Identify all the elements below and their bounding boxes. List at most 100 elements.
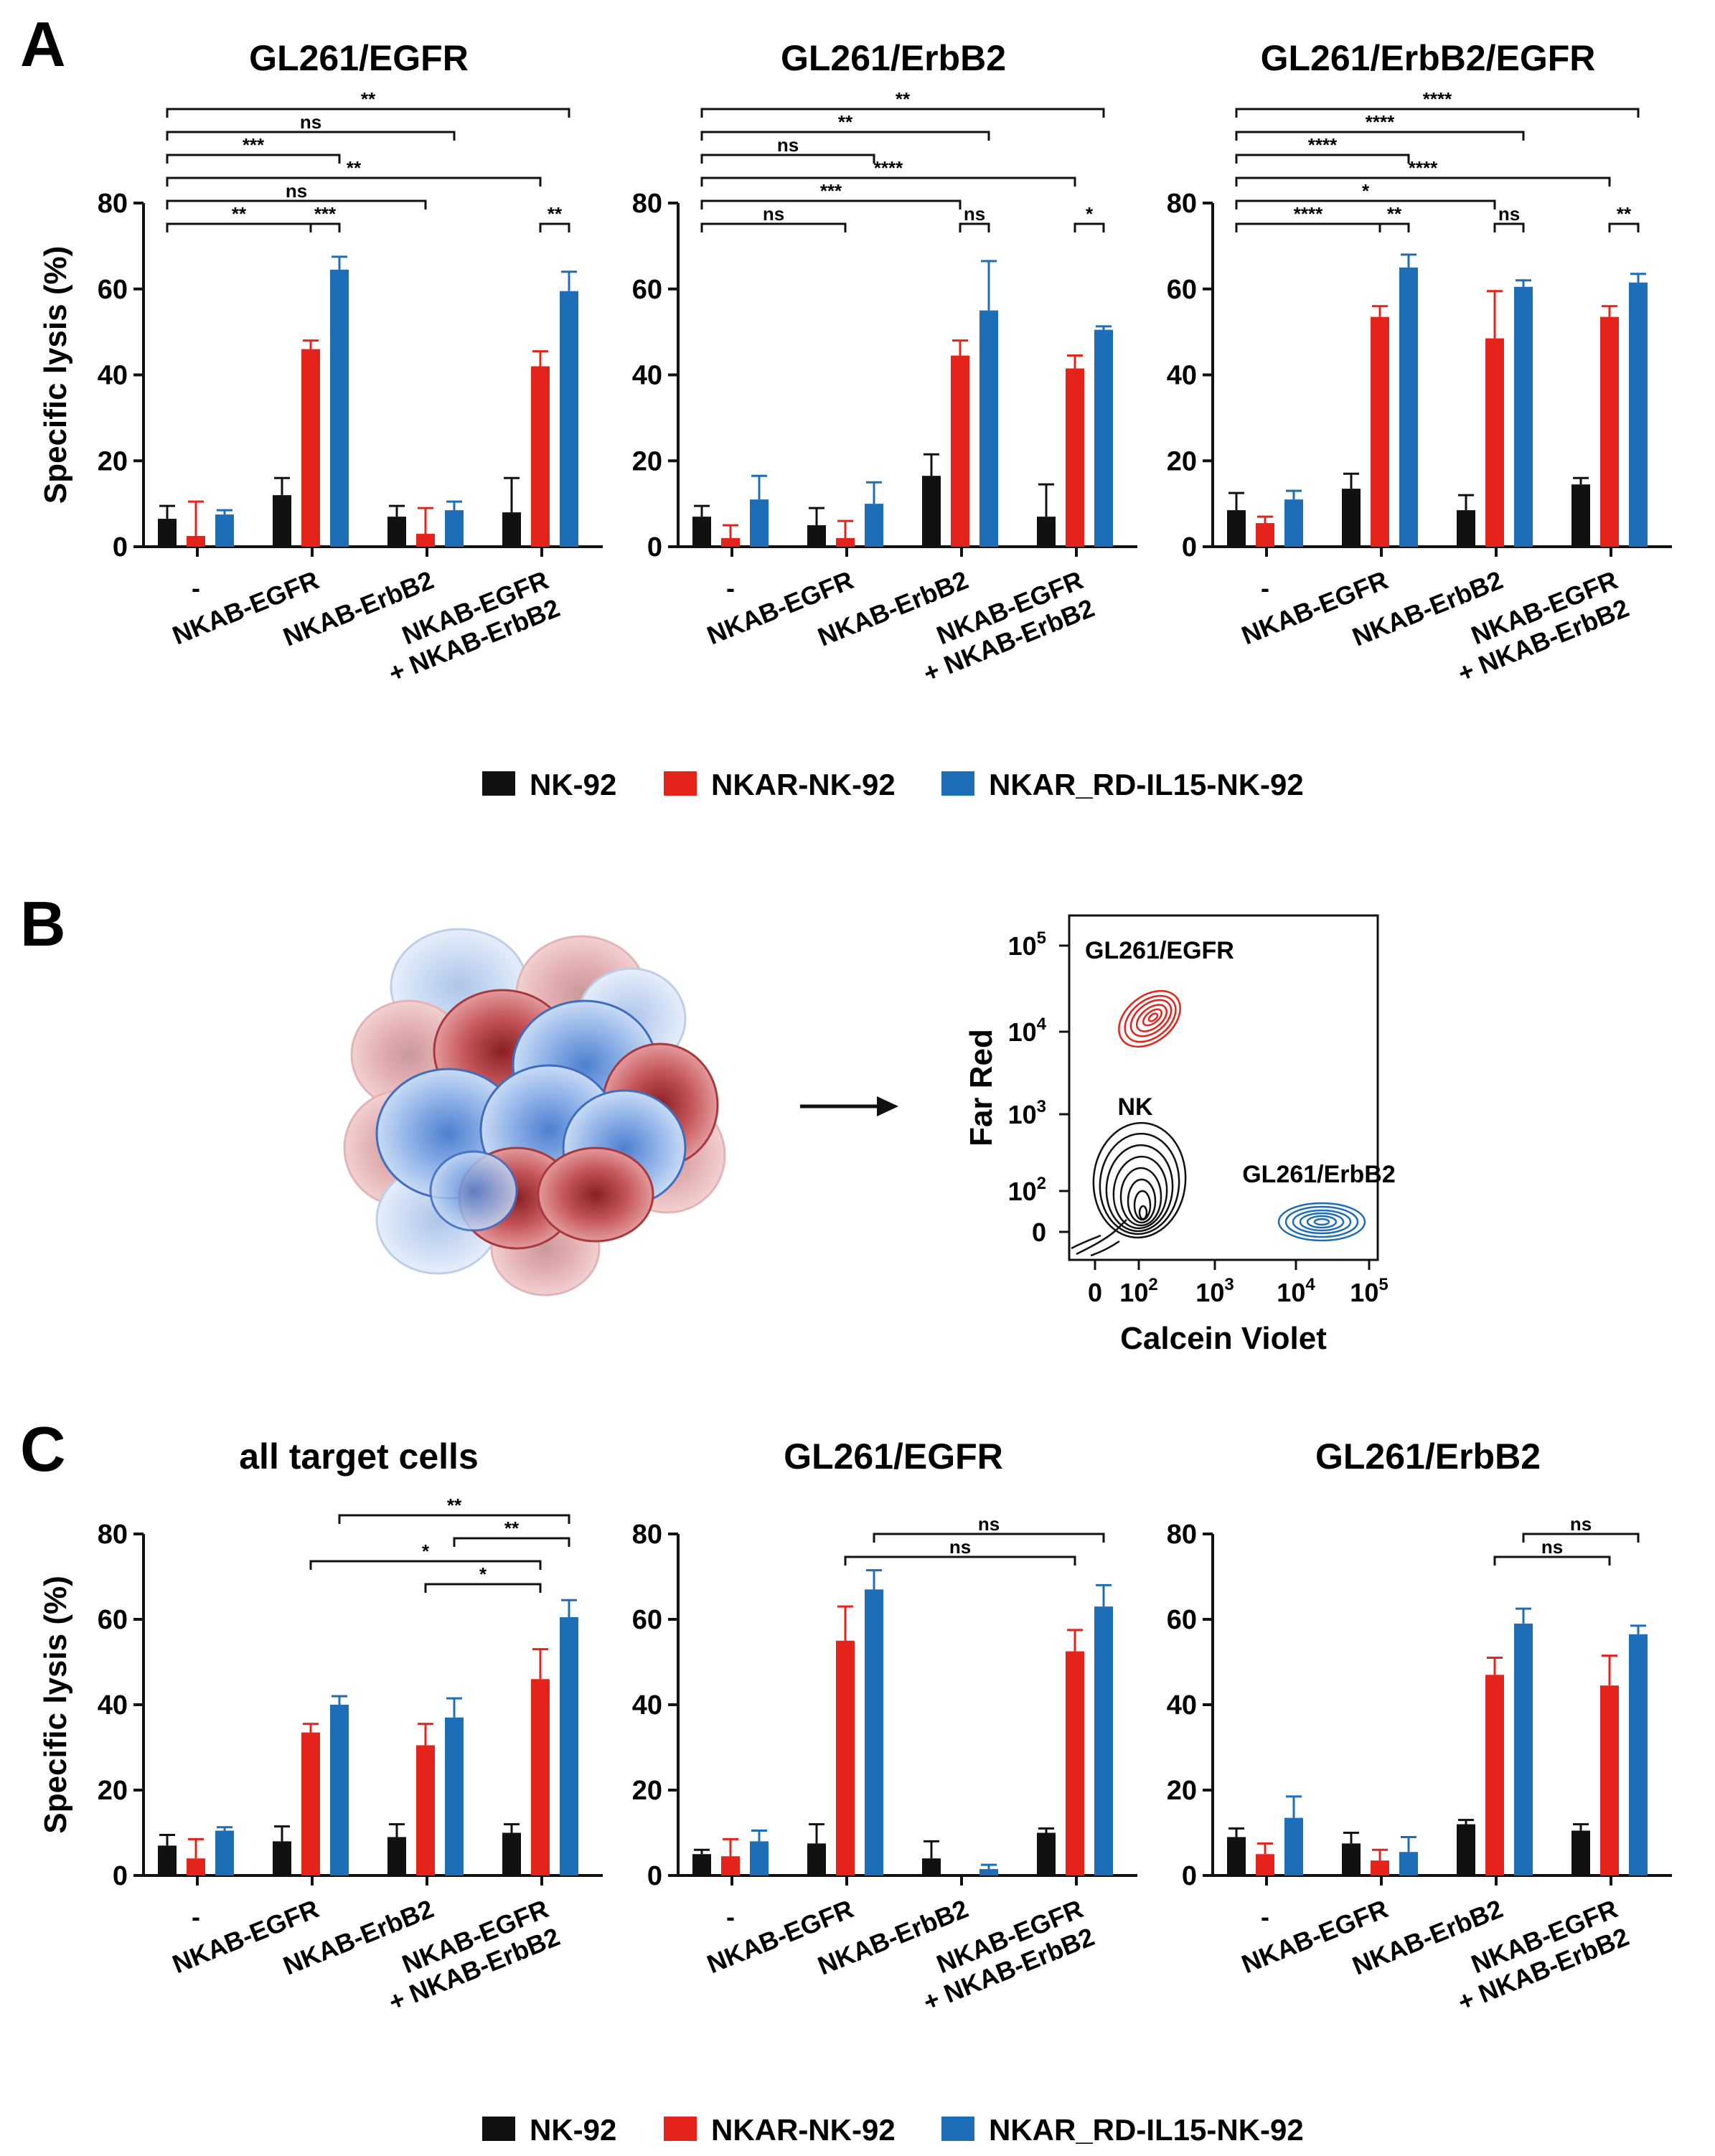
significance-label: **	[548, 203, 563, 225]
y-tick-label: 0	[1182, 1861, 1197, 1891]
significance-label: **	[361, 88, 376, 110]
bar	[807, 525, 826, 547]
significance-label: **	[447, 1494, 462, 1516]
bar	[273, 1841, 291, 1875]
y-tick-label: 0	[1182, 532, 1197, 562]
significance-label: ns	[978, 1513, 1000, 1535]
svg-text:105: 105	[1350, 1275, 1388, 1307]
svg-text:102: 102	[1008, 1174, 1046, 1206]
svg-text:103: 103	[1195, 1275, 1234, 1307]
significance-bracket	[1235, 199, 1496, 210]
significance-label: ****	[1423, 88, 1452, 110]
bar	[1600, 316, 1619, 547]
significance-bracket	[700, 154, 875, 164]
bar	[721, 1856, 740, 1875]
bar	[1094, 1606, 1113, 1875]
y-tick-label: 20	[632, 1776, 662, 1806]
y-tick-label: 104	[1008, 1015, 1047, 1047]
bar	[1227, 1837, 1246, 1875]
significance-label: **	[1387, 203, 1402, 225]
significance-bracket	[1073, 222, 1105, 232]
legend-label-nk92: NK-92	[530, 768, 616, 801]
y-tick-label: 40	[1167, 1690, 1197, 1720]
bar	[1037, 517, 1056, 547]
legend-swatch-nkar-il15	[941, 2117, 974, 2141]
significance-label: ****	[1409, 157, 1438, 179]
significance-bracket	[700, 131, 990, 141]
bar	[531, 366, 550, 547]
bar	[865, 504, 883, 547]
y-tick-label: 80	[632, 1520, 662, 1550]
bar	[1485, 1675, 1504, 1875]
y-axis-label: Specific lysis (%)	[38, 246, 73, 504]
significance-label: ns	[286, 180, 307, 202]
legend-label-nkar: NKAR-NK-92	[711, 2113, 896, 2147]
bar	[187, 1858, 205, 1875]
significance-bracket	[1493, 222, 1525, 232]
bar	[560, 291, 578, 547]
bar	[750, 499, 769, 547]
bar	[502, 512, 521, 547]
y-tick-label: 60	[632, 1605, 662, 1635]
bar	[387, 517, 406, 547]
y-tick-label: 20	[1167, 1776, 1197, 1806]
significance-label: ****	[1294, 203, 1323, 225]
y-tick-label: 80	[1167, 189, 1197, 219]
significance-label: ns	[777, 134, 799, 156]
bar	[922, 1858, 941, 1875]
contour-nk	[1071, 1121, 1187, 1257]
y-tick-label: 0	[1032, 1218, 1046, 1247]
significance-bracket	[453, 1537, 570, 1547]
legend-label-nkar-il15: NKAR_RD-IL15-NK-92	[989, 768, 1304, 801]
category-label: -	[1261, 573, 1269, 603]
tumor-cell	[537, 1147, 654, 1243]
legend-swatch-nk92	[482, 2117, 515, 2141]
population-label-erbb2: GL261/ErbB2	[1242, 1161, 1396, 1188]
bar	[416, 534, 435, 547]
y-tick-label: 20	[632, 446, 662, 476]
bar	[1399, 267, 1418, 547]
significance-label: **	[1617, 203, 1632, 225]
significance-bracket	[700, 199, 962, 210]
svg-text:104: 104	[1008, 1015, 1047, 1047]
bar	[445, 1717, 464, 1875]
significance-bracket	[309, 1560, 542, 1570]
bar	[1457, 1824, 1475, 1875]
significance-label: *	[1086, 203, 1094, 225]
legend-label-nkar: NKAR-NK-92	[711, 768, 896, 801]
significance-bracket	[338, 1514, 570, 1524]
bar	[560, 1617, 578, 1875]
bar	[951, 355, 969, 547]
bar	[1094, 329, 1113, 547]
bar	[1457, 510, 1475, 547]
svg-text:105: 105	[1008, 928, 1046, 961]
y-tick-label: 40	[98, 1690, 128, 1720]
y-tick-label: 20	[1167, 446, 1197, 476]
y-tick-label: 40	[98, 361, 128, 391]
bar	[1066, 368, 1084, 547]
panel-label-b: B	[20, 888, 66, 959]
y-tick-label: 105	[1008, 928, 1046, 961]
y-tick-label: 80	[98, 1520, 128, 1550]
bar	[979, 310, 998, 547]
y-tick-label: 80	[632, 189, 662, 219]
svg-text:102: 102	[1119, 1275, 1157, 1307]
y-tick-label: 0	[113, 532, 128, 562]
bar	[836, 538, 855, 547]
significance-label: ns	[964, 203, 985, 225]
legend-swatch-nkar-il15	[941, 771, 974, 796]
bar	[1485, 338, 1504, 547]
significance-label: ns	[1570, 1513, 1592, 1535]
bar	[692, 1854, 711, 1875]
bar	[1514, 1623, 1533, 1875]
svg-text:103: 103	[1008, 1097, 1046, 1129]
significance-label: ns	[763, 203, 784, 225]
bar	[750, 1841, 769, 1875]
y-tick-label: 60	[98, 1605, 128, 1635]
significance-label: ns	[949, 1536, 971, 1558]
x-axis-label: Calcein Violet	[1120, 1321, 1327, 1356]
significance-bracket	[700, 108, 1105, 118]
y-tick-label: 80	[1167, 1520, 1197, 1550]
